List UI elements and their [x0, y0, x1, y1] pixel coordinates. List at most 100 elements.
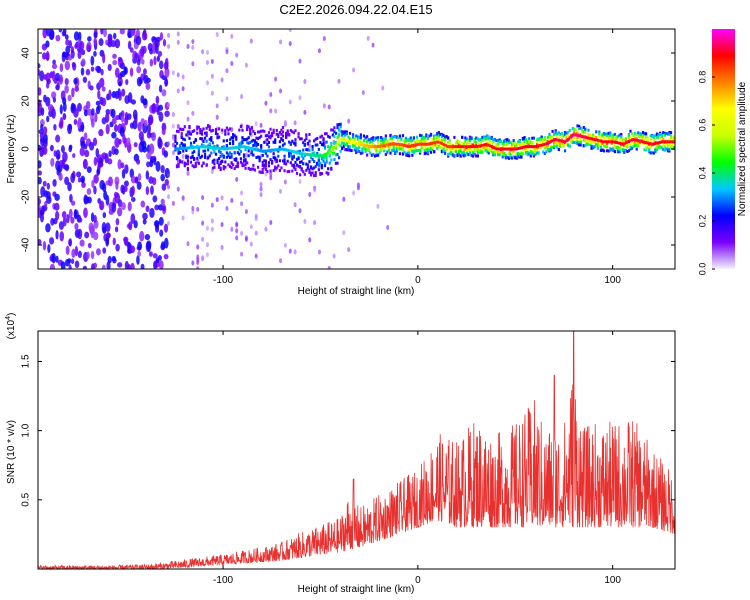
spectrogram-cell [325, 158, 328, 162]
spectrogram-cell [274, 156, 277, 160]
spectrogram-ridge-cell [512, 147, 515, 151]
spectrogram-cell [579, 141, 582, 145]
spectrogram-cell [297, 135, 300, 139]
spectrogram-cell [468, 148, 472, 152]
spectrogram-cell [42, 180, 47, 187]
spectrogram-cell [283, 179, 287, 185]
spectrogram-cell [510, 156, 514, 160]
spectrogram-cell [281, 130, 285, 134]
spectrogram-cell [556, 132, 559, 136]
spectrogram-cell [150, 185, 154, 195]
spectrogram-cell [217, 135, 221, 139]
spectrogram-cell [599, 142, 603, 146]
spectrogram-cell [42, 138, 48, 148]
spectrogram-cell [366, 35, 370, 41]
spectrogram-y-tick-label: -40 [21, 237, 32, 252]
spectrogram-cell [627, 137, 631, 141]
spectrogram-cell [542, 150, 545, 154]
spectrogram-cell [244, 166, 247, 170]
spectrogram-cell [668, 142, 671, 146]
spectrogram-cell [624, 137, 627, 141]
spectrogram-cell [135, 35, 142, 46]
spectrogram-cell [278, 130, 281, 134]
spectrogram-cell [640, 134, 643, 138]
spectrogram-cell [171, 135, 175, 141]
spectrogram-cell [484, 148, 487, 152]
spectrogram-cell [308, 168, 311, 172]
spectrogram-cell [93, 262, 98, 269]
spectrogram-cell [517, 151, 520, 155]
spectrogram-cell [535, 147, 539, 151]
spectrogram-cell [249, 38, 253, 44]
spectrogram-cell [252, 138, 255, 142]
spectrogram-cell [249, 132, 252, 136]
spectrogram-cell [82, 76, 88, 83]
spectrogram-cell [577, 141, 581, 145]
spectrogram-cell [242, 138, 246, 142]
spectrogram-ridge-cell [278, 147, 281, 151]
spectrogram-x-tick-label: -100 [213, 275, 233, 286]
spectrogram-ridge-cell [242, 145, 246, 149]
spectrogram-cell [506, 138, 509, 142]
spectrogram-cell [38, 176, 42, 185]
spectrogram-cell [93, 174, 99, 184]
spectrogram-cell [613, 143, 617, 147]
spectrogram-cell [539, 145, 542, 149]
spectrogram-cell [205, 242, 209, 248]
spectrogram-cell [489, 140, 492, 144]
spectrogram-cell [38, 87, 42, 96]
spectrogram-cell [443, 151, 447, 155]
spectrogram-cell [102, 52, 106, 64]
spectrogram-cell [239, 124, 243, 128]
spectrogram-cell [236, 161, 239, 165]
spectrogram-cell [289, 128, 292, 132]
spectrogram-cell [473, 147, 476, 151]
spectrogram-cell [191, 61, 195, 67]
spectrogram-cell [277, 133, 280, 137]
spectrogram-cell [319, 135, 322, 139]
spectrogram-cell [476, 154, 479, 158]
spectrogram-cell [98, 157, 104, 167]
spectrogram-cell [472, 154, 475, 158]
spectrogram-cell [526, 153, 529, 157]
spectrogram-cell [549, 146, 553, 150]
spectrogram-cell [553, 144, 556, 148]
spectrogram-cell [252, 163, 255, 167]
spectrogram-cell [325, 171, 328, 175]
spectrogram-cell [662, 142, 665, 146]
spectrogram-cell [501, 144, 504, 148]
spectrogram-ridge-cell [381, 144, 384, 148]
spectrogram-cell [473, 140, 476, 144]
spectrogram-cell [100, 29, 104, 35]
spectrogram-cell [115, 243, 120, 252]
spectrogram-cell [451, 153, 454, 157]
spectrogram-cell [163, 223, 169, 233]
spectrogram-cell [80, 124, 85, 131]
spectrogram-cell [98, 129, 104, 137]
spectrogram-cell [94, 112, 98, 123]
spectrogram-cell [314, 171, 317, 175]
spectrogram-ridge-cell [348, 140, 352, 144]
spectrogram-cell [588, 138, 592, 142]
spectrogram-cell [189, 156, 193, 160]
spectrogram-cell [568, 128, 571, 132]
snr-y-ticks: 0.51.01.5 [21, 354, 675, 507]
spectrogram-cell [211, 128, 214, 132]
spectrogram-cell [408, 138, 411, 142]
spectrogram-cell [227, 132, 230, 136]
spectrogram-cell [80, 67, 85, 76]
spectrogram-cell [260, 129, 263, 133]
snr-scale-exponent: 4 [5, 316, 12, 320]
spectrogram-cell [387, 148, 391, 152]
spectrogram-cell [305, 134, 308, 138]
spectrogram-cell [306, 163, 310, 167]
spectrogram-ridge-cell [434, 140, 437, 144]
spectrogram-cell [641, 130, 645, 134]
spectrogram-cell [380, 136, 383, 140]
spectrogram-cell [341, 146, 344, 150]
spectrogram-cell [227, 128, 230, 132]
spectrogram-cell [45, 223, 51, 233]
spectrogram-cell [525, 138, 528, 142]
spectrogram-ridge-cell [620, 142, 623, 146]
spectrogram-cell [200, 164, 204, 168]
